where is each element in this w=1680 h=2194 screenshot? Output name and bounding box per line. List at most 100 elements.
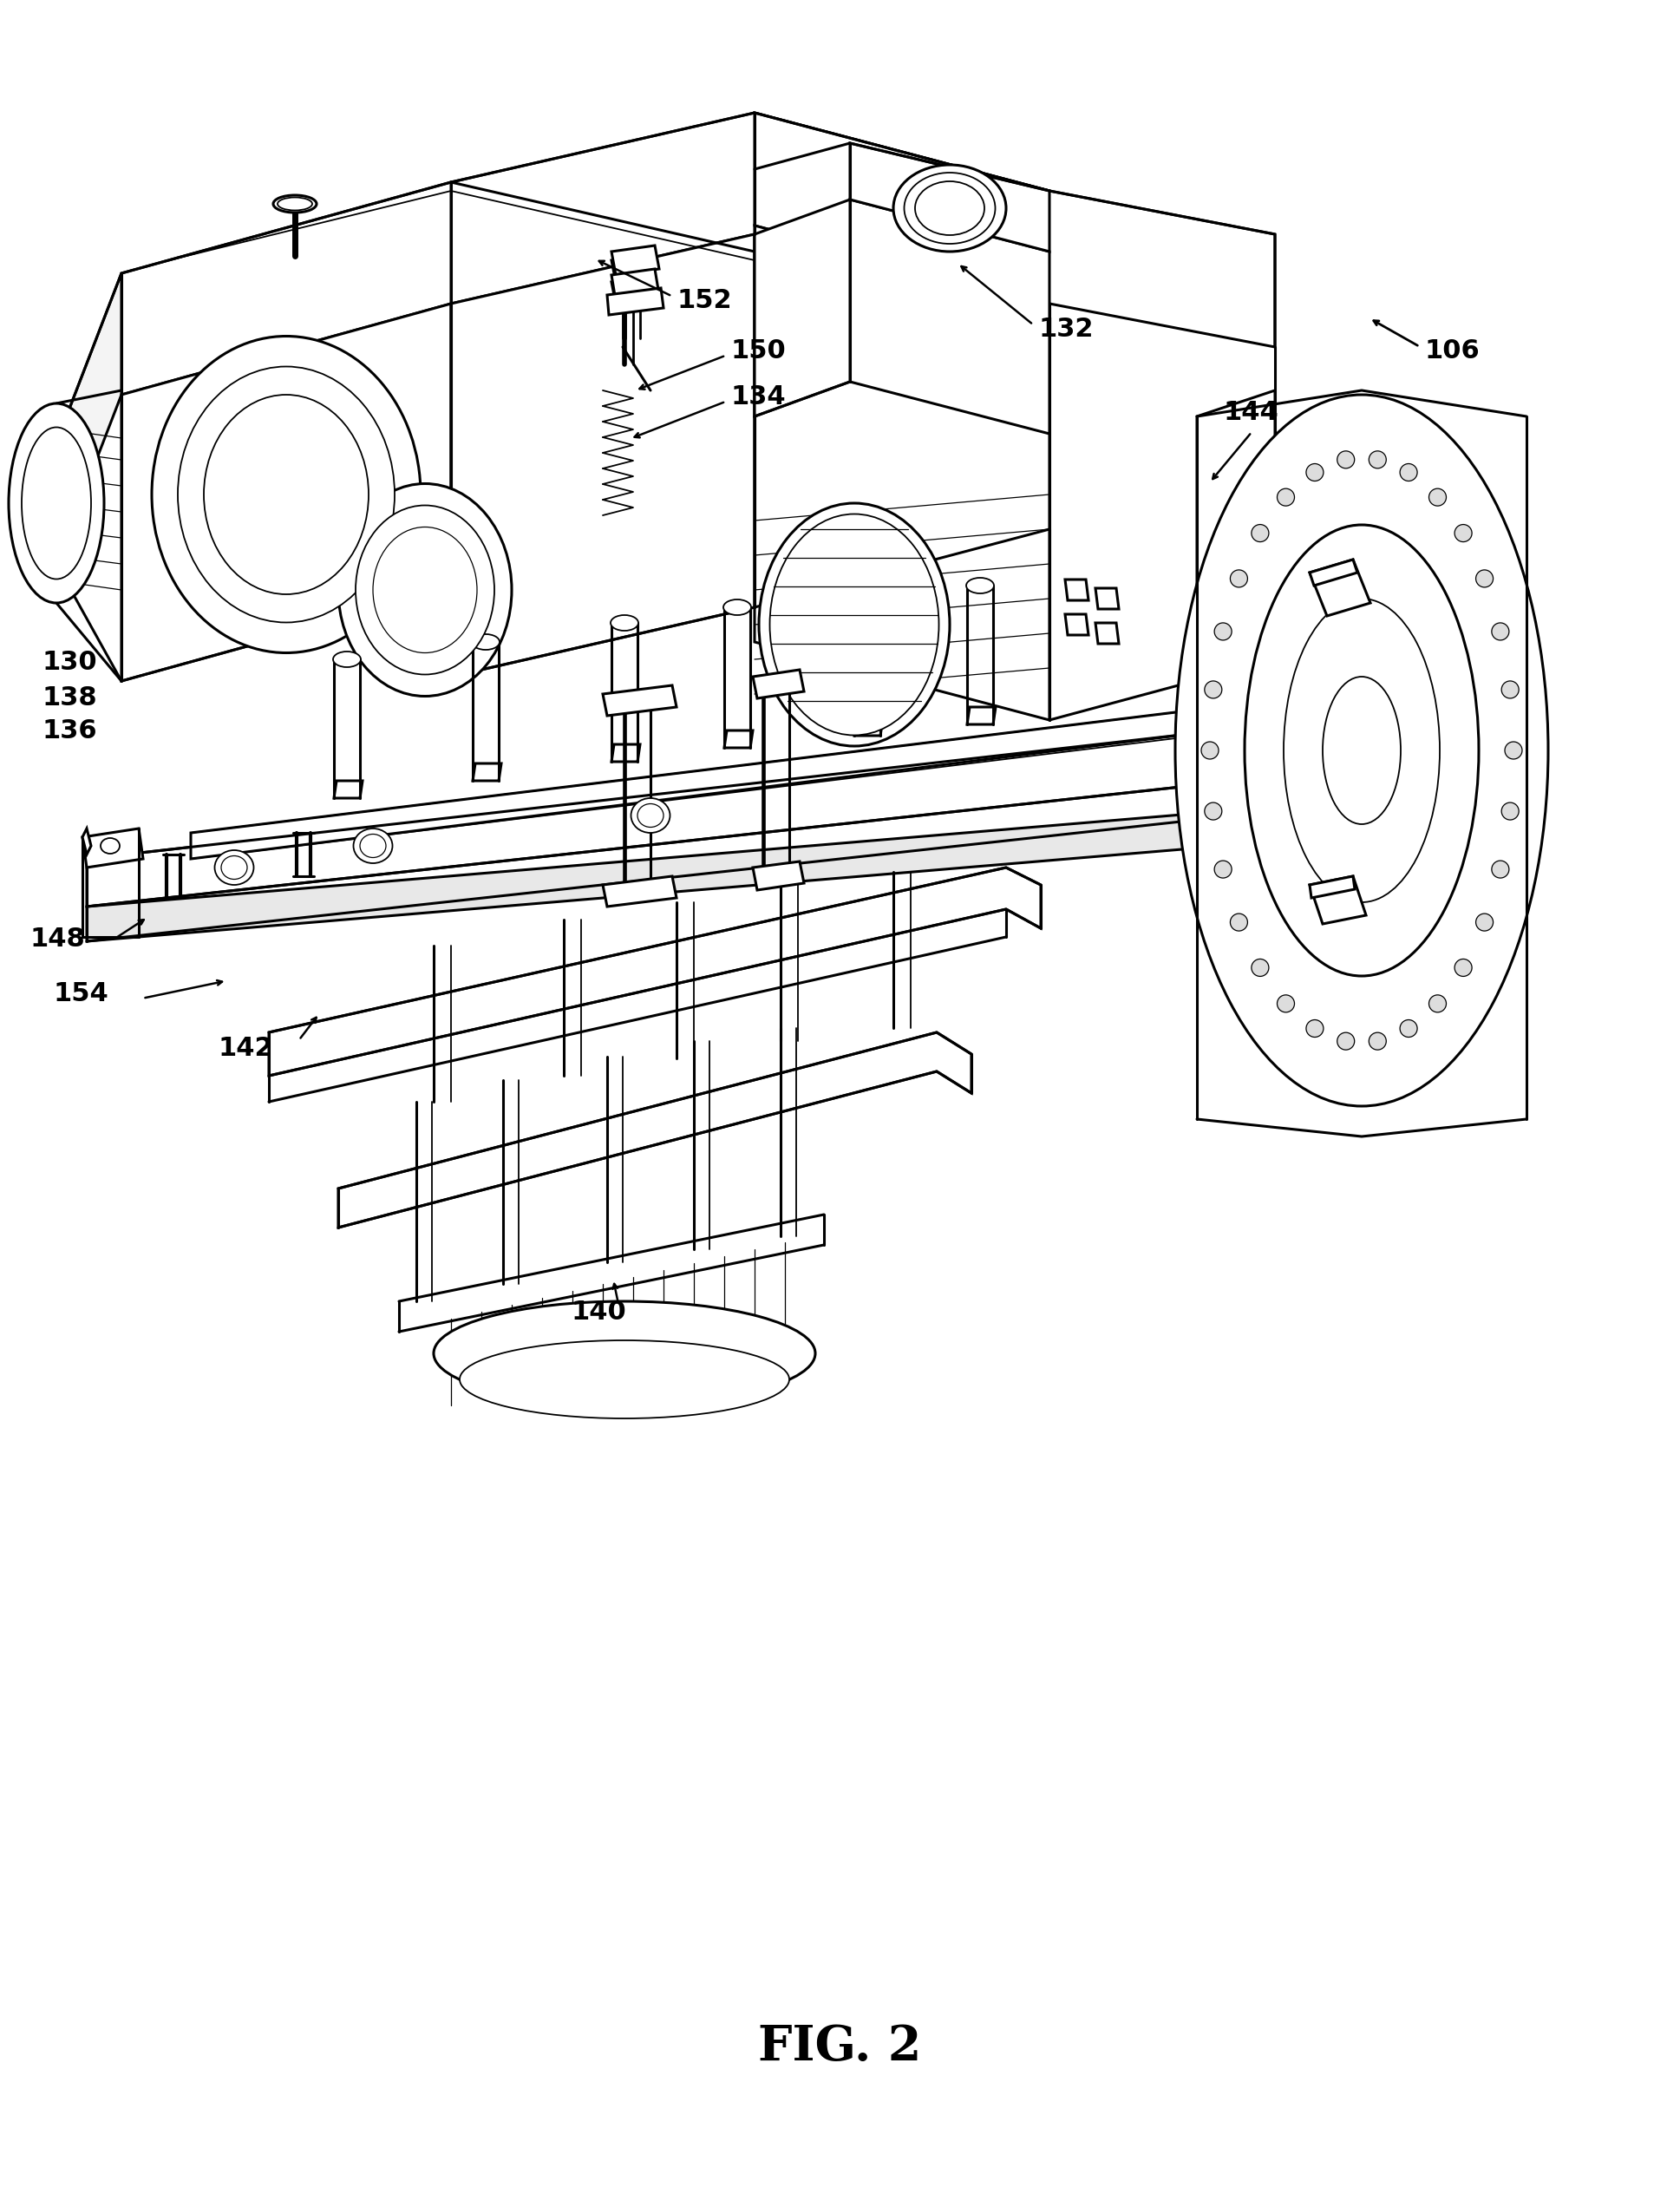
Ellipse shape (1492, 623, 1509, 641)
Polygon shape (1310, 875, 1354, 897)
Ellipse shape (1502, 680, 1519, 698)
Text: 106: 106 (1425, 338, 1480, 364)
Polygon shape (1196, 391, 1275, 685)
Ellipse shape (1230, 913, 1248, 930)
Ellipse shape (1205, 803, 1221, 821)
Polygon shape (121, 303, 450, 680)
Polygon shape (1095, 588, 1119, 610)
Ellipse shape (215, 851, 254, 884)
Ellipse shape (1215, 860, 1231, 878)
Ellipse shape (1305, 463, 1324, 480)
Ellipse shape (724, 599, 751, 614)
Ellipse shape (1277, 489, 1295, 507)
Ellipse shape (433, 1301, 815, 1406)
Text: 138: 138 (42, 685, 97, 711)
Polygon shape (1065, 614, 1089, 634)
Ellipse shape (1215, 623, 1231, 641)
Ellipse shape (22, 428, 91, 579)
Polygon shape (192, 709, 1196, 858)
Ellipse shape (1369, 452, 1386, 467)
Polygon shape (855, 717, 884, 735)
Polygon shape (753, 669, 805, 698)
Text: 132: 132 (1038, 316, 1094, 342)
Ellipse shape (1399, 463, 1418, 480)
Polygon shape (612, 270, 659, 301)
Ellipse shape (274, 195, 316, 213)
Ellipse shape (151, 336, 420, 654)
Ellipse shape (222, 856, 247, 880)
Polygon shape (82, 829, 143, 867)
Polygon shape (1310, 559, 1371, 617)
Ellipse shape (1455, 959, 1472, 976)
Ellipse shape (1245, 524, 1478, 976)
Polygon shape (724, 731, 753, 748)
Polygon shape (612, 257, 655, 283)
Ellipse shape (1337, 452, 1354, 467)
Ellipse shape (1230, 570, 1248, 588)
Ellipse shape (1399, 1020, 1418, 1038)
Ellipse shape (1205, 680, 1221, 698)
Ellipse shape (381, 535, 469, 645)
Ellipse shape (1201, 742, 1218, 759)
Ellipse shape (1475, 570, 1494, 588)
Ellipse shape (1369, 1033, 1386, 1051)
Text: 134: 134 (731, 384, 786, 410)
Polygon shape (612, 246, 659, 274)
Text: 152: 152 (677, 287, 732, 314)
Ellipse shape (353, 829, 393, 862)
Polygon shape (87, 733, 1275, 906)
Polygon shape (603, 685, 677, 715)
Ellipse shape (460, 1341, 790, 1420)
Polygon shape (754, 200, 850, 417)
Ellipse shape (277, 197, 312, 211)
Ellipse shape (966, 577, 995, 592)
Ellipse shape (904, 173, 995, 244)
Polygon shape (57, 274, 121, 564)
Polygon shape (754, 112, 1275, 347)
Polygon shape (269, 867, 1042, 1075)
Ellipse shape (333, 652, 361, 667)
Ellipse shape (356, 505, 494, 674)
Ellipse shape (1322, 676, 1401, 825)
Polygon shape (606, 287, 664, 316)
Polygon shape (87, 807, 1275, 941)
Polygon shape (1310, 559, 1357, 586)
Ellipse shape (1252, 959, 1268, 976)
Polygon shape (753, 862, 805, 891)
Polygon shape (968, 706, 996, 724)
Polygon shape (1310, 875, 1366, 924)
Ellipse shape (1252, 524, 1268, 542)
Ellipse shape (759, 502, 949, 746)
Text: 142: 142 (218, 1036, 274, 1062)
Polygon shape (472, 764, 501, 781)
Ellipse shape (373, 527, 477, 654)
Ellipse shape (1492, 860, 1509, 878)
Ellipse shape (101, 838, 119, 853)
Ellipse shape (1284, 599, 1440, 902)
Polygon shape (1065, 579, 1089, 601)
Ellipse shape (8, 404, 104, 603)
Polygon shape (850, 200, 1050, 434)
Text: 154: 154 (54, 981, 109, 1007)
Polygon shape (612, 744, 640, 761)
Polygon shape (1095, 623, 1119, 643)
Ellipse shape (1176, 395, 1549, 1106)
Ellipse shape (1505, 742, 1522, 759)
Polygon shape (334, 781, 363, 799)
Text: 136: 136 (42, 717, 97, 744)
Ellipse shape (338, 483, 512, 695)
Polygon shape (450, 235, 754, 676)
Text: 144: 144 (1223, 399, 1278, 426)
Polygon shape (121, 182, 754, 395)
Ellipse shape (610, 614, 638, 630)
Ellipse shape (1430, 489, 1446, 507)
Polygon shape (612, 279, 655, 303)
Ellipse shape (1337, 1033, 1354, 1051)
Polygon shape (450, 112, 1050, 312)
Text: 148: 148 (30, 926, 86, 952)
Ellipse shape (1502, 803, 1519, 821)
Ellipse shape (632, 799, 670, 834)
Ellipse shape (853, 588, 882, 606)
Ellipse shape (360, 834, 386, 858)
Text: 130: 130 (42, 649, 97, 676)
